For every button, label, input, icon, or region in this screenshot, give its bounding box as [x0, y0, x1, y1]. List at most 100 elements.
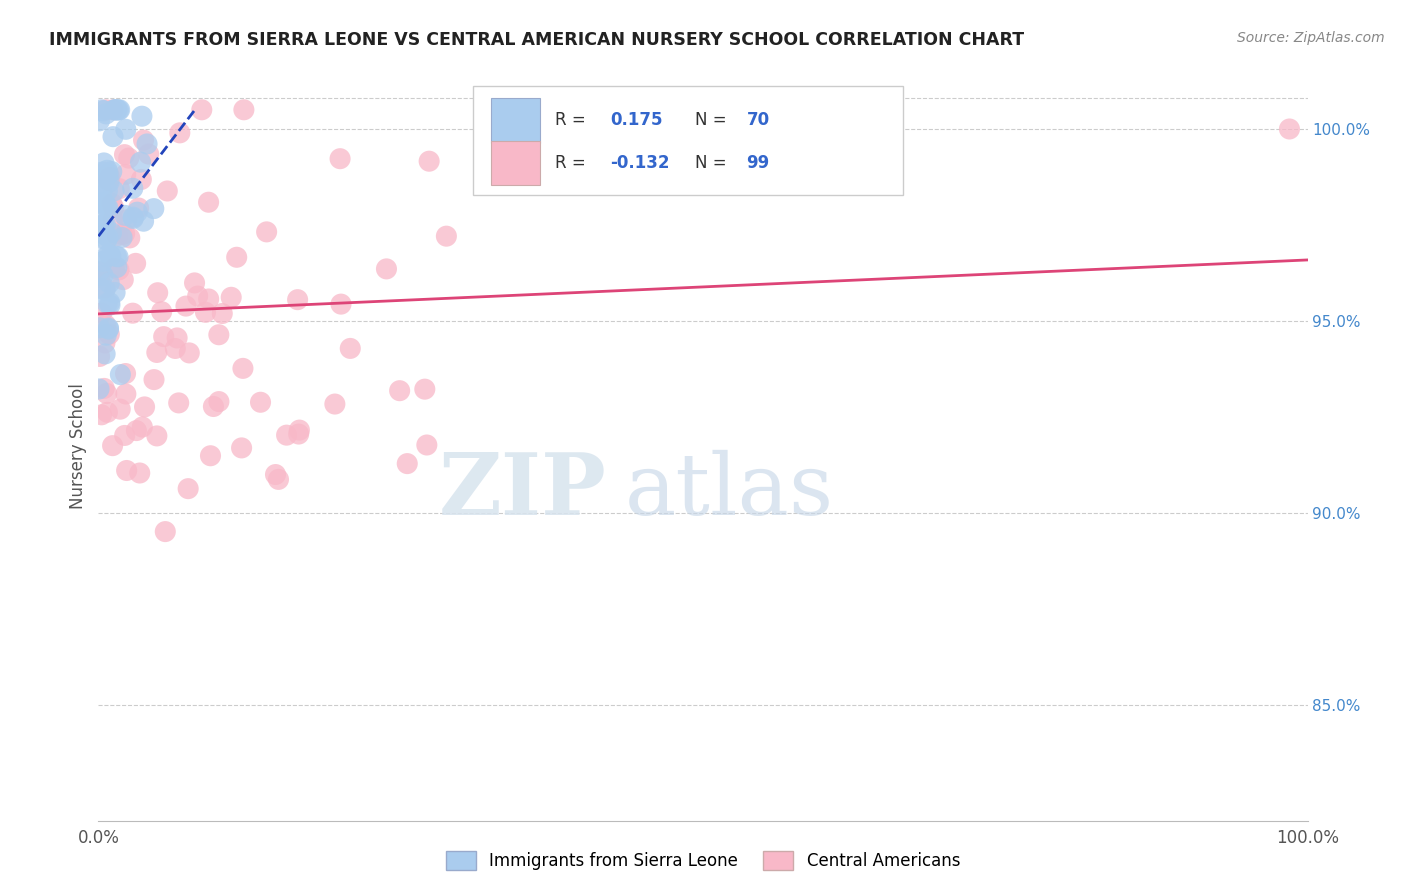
Point — [104, 285, 127, 300]
Point — [105, 103, 128, 117]
Point — [136, 136, 159, 151]
Point — [97, 168, 120, 182]
Point — [103, 201, 125, 215]
Point — [146, 285, 169, 300]
Point — [330, 297, 353, 311]
Point — [97, 321, 120, 335]
Text: ZIP: ZIP — [439, 449, 606, 533]
Point — [94, 336, 117, 351]
Point — [329, 152, 352, 166]
Point — [100, 226, 122, 240]
Point — [101, 129, 124, 144]
Point — [131, 109, 153, 123]
Point — [98, 295, 121, 310]
Point — [413, 382, 436, 396]
Point — [375, 261, 398, 276]
Point — [396, 457, 419, 471]
Text: 70: 70 — [747, 112, 769, 129]
Point — [89, 320, 111, 334]
Point — [103, 103, 125, 117]
Point — [167, 396, 190, 410]
Point — [98, 327, 121, 342]
Point — [100, 164, 122, 178]
Point — [132, 133, 155, 147]
Point — [90, 185, 112, 199]
Point — [94, 103, 117, 117]
Point — [98, 247, 121, 261]
Point — [93, 156, 115, 170]
Point — [98, 175, 121, 189]
Point — [418, 154, 440, 169]
FancyBboxPatch shape — [492, 141, 540, 186]
Point — [434, 229, 457, 244]
Point — [90, 202, 112, 217]
Point — [96, 386, 118, 401]
Point — [96, 405, 118, 419]
Point — [208, 327, 231, 342]
Point — [112, 273, 135, 287]
Point — [143, 373, 166, 387]
Point — [97, 167, 120, 181]
Point — [91, 254, 114, 268]
Point — [122, 210, 145, 224]
Point — [219, 290, 242, 304]
Point — [114, 367, 136, 381]
Point — [108, 402, 131, 417]
Point — [87, 219, 110, 233]
Point — [121, 181, 143, 195]
Point — [146, 429, 169, 443]
Point — [90, 103, 112, 117]
Point — [93, 103, 115, 118]
Point — [101, 439, 124, 453]
Point — [197, 292, 219, 306]
Text: -0.132: -0.132 — [610, 154, 669, 172]
Point — [388, 384, 411, 398]
Point — [93, 381, 115, 395]
Point — [114, 147, 136, 161]
Point — [142, 202, 165, 216]
Point — [131, 172, 153, 186]
Point — [225, 250, 247, 264]
Point — [256, 225, 278, 239]
Point — [96, 184, 118, 198]
Point — [114, 227, 136, 241]
Point — [100, 249, 122, 263]
Point — [128, 201, 150, 215]
Point — [105, 260, 128, 275]
Point — [276, 428, 298, 442]
Point — [146, 345, 169, 359]
Point — [249, 395, 271, 409]
Point — [416, 438, 439, 452]
Point — [101, 212, 124, 227]
Point — [169, 126, 191, 140]
Point — [339, 342, 361, 356]
Point — [96, 233, 118, 247]
Point — [208, 394, 231, 409]
Point — [132, 214, 155, 228]
Point — [103, 261, 125, 276]
Point — [197, 195, 219, 210]
Point — [91, 195, 114, 210]
Point — [231, 441, 253, 455]
Point — [111, 230, 134, 244]
Point — [287, 293, 309, 307]
Point — [267, 472, 290, 486]
Point — [97, 200, 120, 214]
Point — [98, 276, 121, 290]
Text: atlas: atlas — [624, 450, 834, 533]
Point — [232, 103, 254, 117]
Point — [91, 165, 114, 179]
Point — [108, 103, 131, 117]
Point — [129, 155, 152, 169]
Text: IMMIGRANTS FROM SIERRA LEONE VS CENTRAL AMERICAN NURSERY SCHOOL CORRELATION CHAR: IMMIGRANTS FROM SIERRA LEONE VS CENTRAL … — [49, 31, 1025, 49]
Point — [89, 264, 111, 278]
Point — [118, 151, 141, 165]
Point — [96, 328, 118, 343]
Point — [93, 218, 115, 232]
Point — [202, 400, 225, 414]
Point — [94, 281, 117, 295]
Point — [97, 174, 120, 188]
Point — [105, 249, 128, 263]
Y-axis label: Nursery School: Nursery School — [69, 383, 87, 509]
Point — [287, 427, 309, 442]
